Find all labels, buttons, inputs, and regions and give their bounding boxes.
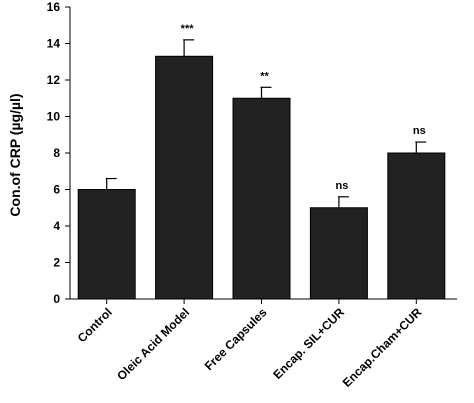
y-tick-label: 10	[47, 110, 61, 124]
y-axis-label: Con.of CRP (µg/µl)	[7, 93, 23, 216]
y-tick-label: 16	[47, 0, 61, 14]
x-axis: Control Oleic Acid Model Free Capsules Enca…	[70, 298, 457, 390]
y-tick-label: 0	[53, 292, 60, 306]
significance-label: ns	[413, 125, 426, 137]
y-axis: 0 2 4 6 8 10 12 14 16	[47, 0, 71, 306]
bar	[232, 97, 291, 300]
y-tick-label: 8	[53, 146, 60, 160]
y-tick-label: 14	[47, 37, 61, 51]
y-tick-label: 2	[53, 256, 60, 270]
y-tick-label: 6	[53, 183, 60, 197]
bar	[77, 189, 136, 300]
y-tick-label: 4	[53, 219, 60, 233]
x-tick-label: Control	[75, 305, 115, 345]
x-tick-label: Free Capsules	[202, 305, 270, 373]
bar	[387, 152, 446, 300]
bar	[309, 207, 368, 300]
significance-label: **	[260, 70, 269, 82]
bar	[155, 55, 214, 300]
significance-label: ns	[335, 180, 348, 192]
x-tick-label: Encap. SIL+CUR	[270, 305, 347, 382]
significance-label: ***	[181, 23, 195, 35]
x-tick-label: Oleic Acid Model	[114, 305, 192, 383]
x-tick-label: Encap.Cham+CUR	[340, 305, 425, 390]
y-tick-label: 12	[47, 73, 61, 87]
